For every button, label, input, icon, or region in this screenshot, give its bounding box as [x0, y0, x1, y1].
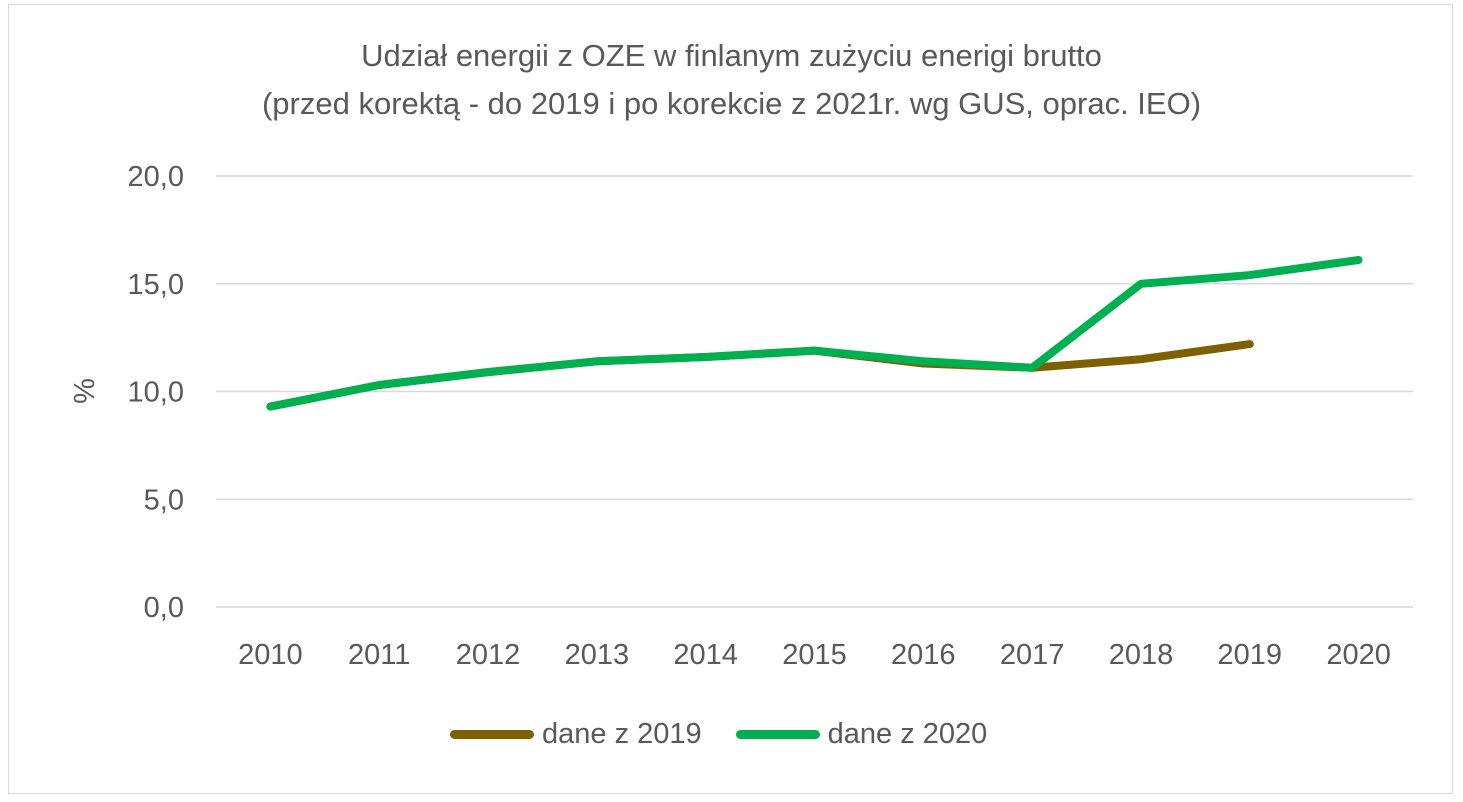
x-tick-label: 2014 — [673, 639, 738, 671]
legend-swatch-dane-z-2019 — [450, 729, 534, 739]
chart-frame — [8, 4, 1453, 794]
y-axis-ticks: 0,0 5,0 10,0 15,0 20,0 — [128, 161, 184, 624]
y-tick-label: 15,0 — [128, 269, 184, 301]
x-axis-ticks: 2010 2011 2012 2013 2014 2015 2016 2017 2018 2019… — [238, 639, 1391, 671]
y-tick-label: 20,0 — [128, 161, 184, 193]
x-tick-label: 2015 — [782, 639, 847, 671]
chart-subtitle: (przed korektą - do 2019 i po korekcie z… — [261, 86, 1202, 121]
x-tick-label: 2018 — [1109, 639, 1174, 671]
x-tick-label: 2010 — [238, 639, 303, 671]
gridlines — [216, 175, 1413, 608]
y-tick-label: 0,0 — [144, 592, 184, 624]
series-lines — [266, 256, 1363, 411]
x-tick-label: 2011 — [348, 639, 410, 671]
chart-title: Udział energii z OZE w finlanym zużyciu … — [361, 38, 1102, 73]
legend-item-dane-z-2019: dane z 2019 — [450, 718, 702, 751]
x-tick-label: 2013 — [565, 639, 630, 671]
x-tick-label: 2016 — [891, 639, 956, 671]
y-axis-label: % — [69, 378, 101, 404]
y-tick-label: 5,0 — [144, 484, 184, 516]
legend: dane z 2019 dane z 2020 — [450, 712, 1021, 756]
x-tick-label: 2020 — [1326, 639, 1391, 671]
x-tick-label: 2019 — [1218, 639, 1283, 671]
legend-label-dane-z-2020: dane z 2020 — [827, 717, 988, 750]
x-tick-label: 2017 — [1000, 639, 1065, 671]
series-line-dane-z-2020 — [266, 256, 1363, 411]
legend-item-dane-z-2020: dane z 2020 — [735, 717, 988, 751]
legend-swatch-dane-z-2020 — [735, 729, 820, 739]
x-tick-label: 2012 — [456, 639, 521, 671]
y-tick-label: 10,0 — [128, 377, 184, 409]
legend-label-dane-z-2019: dane z 2019 — [542, 717, 702, 750]
